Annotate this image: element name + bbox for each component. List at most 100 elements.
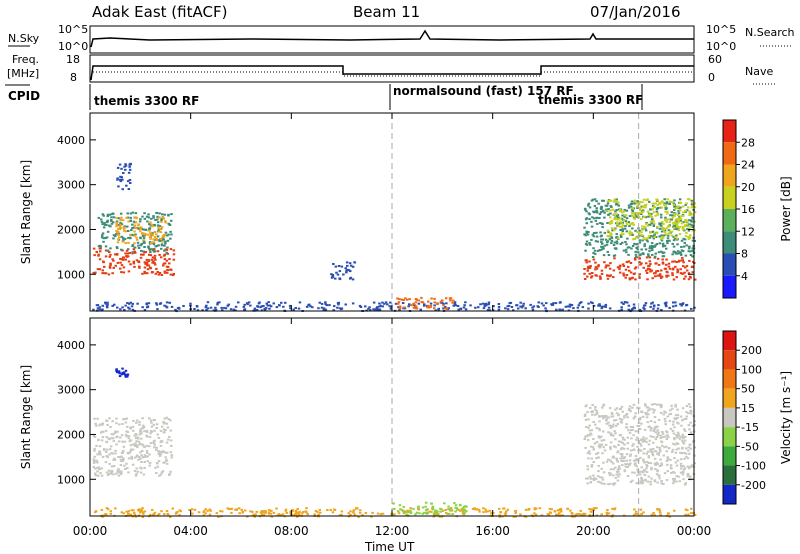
power-colorbar-cell (723, 253, 736, 276)
power-data-cell (615, 209, 618, 211)
velocity-data-cell (639, 442, 642, 445)
velocity-data-cell (619, 420, 623, 423)
power-data-cell (659, 237, 663, 240)
power-data-cell (120, 216, 123, 219)
velocity-data-cell (679, 435, 683, 438)
velocity-data-cell (270, 509, 273, 512)
power-data-cell (581, 306, 585, 309)
power-data-cell (209, 306, 213, 309)
power-data-cell (660, 250, 663, 253)
power-data-cell (598, 217, 601, 219)
power-data-cell (142, 240, 146, 243)
velocity-data-cell (357, 515, 360, 518)
power-data-cell (651, 277, 654, 280)
velocity-data-cell (615, 473, 618, 476)
power-data-cell (612, 254, 616, 257)
velocity-data-cell (461, 507, 465, 510)
power-data-cell (642, 306, 645, 309)
velocity-data-cell (167, 418, 170, 421)
power-data-cell (482, 307, 486, 310)
power-data-cell (633, 202, 637, 205)
power-data-cell (408, 298, 411, 301)
power-data-cell (344, 267, 347, 270)
velocity-data-cell (662, 483, 665, 485)
power-data-cell (623, 208, 626, 211)
velocity-data-cell (148, 445, 151, 448)
power-data-cell (650, 212, 653, 215)
power-data-cell (590, 225, 594, 228)
power-data-cell (675, 228, 679, 231)
power-data-cell (464, 308, 468, 311)
velocity-data-cell (608, 482, 612, 485)
power-data-cell (601, 246, 604, 248)
velocity-data-cell (650, 403, 654, 406)
velocity-data-cell (109, 471, 113, 474)
power-data-cell (595, 231, 598, 234)
velocity-colorbar-cell (723, 484, 736, 504)
velocity-data-cell (114, 507, 117, 510)
power-data-cell (583, 226, 586, 229)
velocity-data-cell (153, 511, 157, 514)
power-data-cell (119, 257, 122, 260)
velocity-data-cell (524, 508, 528, 511)
velocity-data-cell (540, 514, 544, 517)
power-data-cell (676, 271, 679, 274)
velocity-data-cell (584, 413, 587, 416)
velocity-data-cell (639, 416, 642, 419)
power-data-cell (426, 305, 430, 307)
power-data-cell (586, 275, 589, 278)
power-data-cell (124, 304, 127, 307)
velocity-data-cell (676, 417, 679, 419)
power-data-cell (643, 308, 646, 311)
velocity-data-cell (601, 406, 604, 409)
power-data-cell (614, 200, 617, 203)
velocity-data-cell (607, 421, 610, 424)
velocity-data-cell (559, 507, 563, 510)
power-data-cell (642, 253, 645, 256)
power-data-cell (107, 224, 111, 227)
velocity-data-cell (640, 466, 643, 469)
velocity-data-cell (595, 453, 598, 455)
velocity-data-cell (97, 466, 100, 469)
velocity-data-cell (605, 513, 609, 516)
power-data-cell (678, 233, 682, 236)
velocity-data-cell (659, 450, 662, 453)
velocity-data-cell (609, 426, 613, 429)
power-data-cell (616, 223, 619, 225)
power-data-cell (672, 278, 676, 281)
velocity-data-cell (652, 436, 655, 438)
power-data-cell (631, 207, 634, 210)
power-data-cell (138, 220, 142, 223)
velocity-data-cell (674, 451, 678, 454)
power-data-cell (675, 237, 679, 240)
power-data-cell (672, 251, 675, 253)
velocity-data-cell (620, 405, 624, 408)
velocity-data-cell (638, 448, 641, 451)
power-data-cell (264, 307, 268, 310)
power-data-cell (603, 231, 607, 234)
power-data-cell (634, 253, 638, 256)
power-data-cell (542, 304, 545, 307)
power-data-cell (121, 188, 124, 191)
velocity-data-cell (160, 451, 163, 454)
power-data-cell (163, 270, 167, 273)
power-data-cell (666, 198, 669, 201)
power-data-cell (667, 262, 671, 265)
power-data-cell (160, 244, 164, 247)
power-data-cell (154, 245, 157, 248)
power-data-cell (606, 222, 609, 224)
power-data-cell (324, 301, 327, 304)
velocity-data-cell (583, 512, 587, 515)
power-data-cell (129, 216, 132, 219)
velocity-data-cell (634, 455, 638, 457)
power-data-cell (615, 198, 618, 201)
power-data-cell (693, 206, 697, 209)
power-data-cell (131, 302, 134, 305)
power-data-cell (128, 251, 131, 254)
velocity-data-cell (657, 452, 660, 455)
velocity-data-cell (592, 438, 595, 440)
power-data-cell (683, 238, 687, 241)
velocity-data-cell (433, 513, 436, 516)
power-data-cell (427, 306, 431, 309)
power-data-cell (664, 216, 667, 219)
